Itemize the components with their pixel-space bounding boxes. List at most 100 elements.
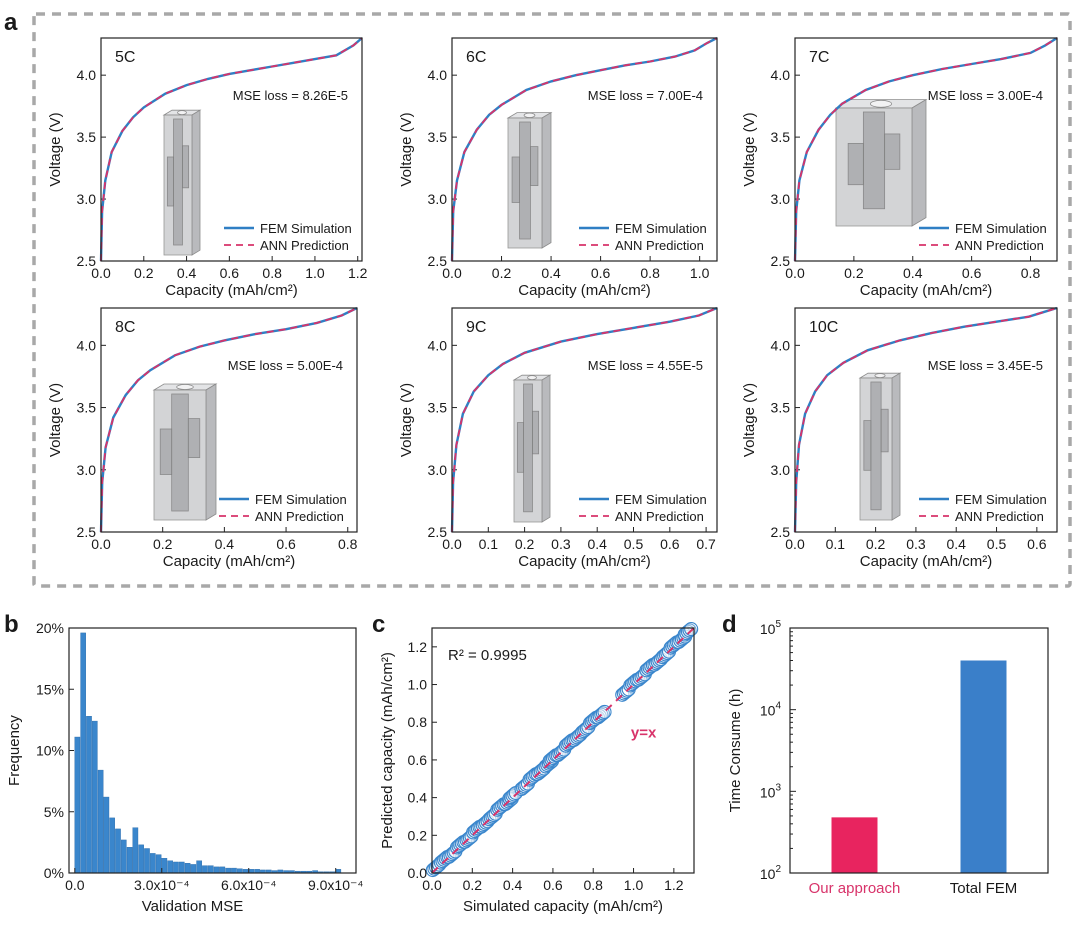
c-xtick-label: 0.2 xyxy=(463,877,483,893)
a-10C-legend-ann-label: ANN Prediction xyxy=(955,509,1044,524)
a-9C-model-branch-left xyxy=(516,422,524,473)
a-10C-x-axis-label: Capacity (mAh/cm²) xyxy=(860,553,993,570)
a-8C-legend-fem-label: FEM Simulation xyxy=(255,492,347,507)
a-8C-ytick-label: 2.5 xyxy=(77,524,97,540)
a-9C-model-pore-top xyxy=(527,375,537,381)
c-xtick-label: 0.6 xyxy=(543,877,563,893)
a-8C-model-side-face xyxy=(205,383,217,521)
a-10C-xtick-label: 0.4 xyxy=(946,536,966,552)
d-ytick-base: 10 xyxy=(760,621,776,637)
a-6C-electrode-model xyxy=(506,111,553,249)
a-6C-model-branch-right xyxy=(530,146,539,187)
histogram-bar xyxy=(103,796,110,874)
c-ytick-label: 1.2 xyxy=(408,639,428,655)
a-10C-ytick-label: 2.5 xyxy=(771,524,791,540)
histogram-bar xyxy=(86,716,92,874)
c-xtick-label: 1.2 xyxy=(664,877,684,893)
chart-a-6C: 0.0 0.2 0.4 0.6 0.8 1.0 2.5 3.0 3.5 4.0 Capacity (… xyxy=(398,36,718,299)
a-8C-y-axis-label: Voltage (V) xyxy=(47,383,64,457)
a-6C-ytick-label: 3.0 xyxy=(428,191,448,207)
d-ytick-label: 105 xyxy=(760,619,782,637)
a-6C-xtick-label: 0.4 xyxy=(541,265,561,281)
a-6C-xtick-label: 0.2 xyxy=(492,265,512,281)
a-6C-legend-ann-label: ANN Prediction xyxy=(615,238,704,253)
a-9C-legend-fem-label: FEM Simulation xyxy=(615,492,707,507)
histogram-bar xyxy=(167,860,173,874)
a-9C-x-axis-label: Capacity (mAh/cm²) xyxy=(518,553,651,570)
a-7C-model-branch-left xyxy=(847,142,864,186)
a-10C-electrode-model xyxy=(858,372,902,521)
b-xtick-label: 0.0 xyxy=(65,877,85,893)
a-7C-xtick-label: 0.2 xyxy=(844,265,864,281)
a-10C-model-pore-top xyxy=(874,373,886,379)
a-7C-ytick-label: 3.5 xyxy=(771,129,791,145)
a-9C-xtick-label: 0.3 xyxy=(551,536,571,552)
c-axes-frame xyxy=(431,627,695,874)
histogram-bar xyxy=(231,867,237,874)
a-10C-y-axis-label: Voltage (V) xyxy=(741,383,758,457)
a-6C-x-axis-label: Capacity (mAh/cm²) xyxy=(518,282,651,299)
a-5C-mse-annotation: MSE loss = 8.26E-5 xyxy=(233,88,348,103)
charts-layer: 0.0 0.2 0.4 0.6 0.8 1.0 1.2 2.5 3.0 3.5 4.0 Capacit… xyxy=(6,36,1058,915)
a-9C-model-pillar xyxy=(523,383,533,513)
a-6C-ytick-label: 2.5 xyxy=(428,253,448,269)
a-9C-model-side-face xyxy=(541,374,551,523)
d-category-our-approach: Our approach xyxy=(809,880,901,897)
a-7C-legend-ann-label: ANN Prediction xyxy=(955,238,1044,253)
a-8C-electrode-model xyxy=(152,383,218,521)
histogram-bar xyxy=(207,865,214,874)
a-10C-xtick-label: 0.6 xyxy=(1027,536,1047,552)
histogram-bar xyxy=(155,854,162,874)
a-8C-model-pore-top xyxy=(176,384,194,390)
c-ytick-label: 0.2 xyxy=(408,827,428,843)
a-5C-ytick-label: 4.0 xyxy=(77,67,97,83)
a-5C-xtick-label: 0.4 xyxy=(177,265,197,281)
a-6C-xtick-label: 0.6 xyxy=(591,265,611,281)
a-5C-xtick-label: 0.6 xyxy=(220,265,240,281)
c-reference-line xyxy=(431,627,695,874)
histogram-bar xyxy=(126,847,133,874)
a-6C-ytick-label: 3.5 xyxy=(428,129,448,145)
a-8C-xtick-label: 0.0 xyxy=(91,536,111,552)
a-6C-xtick-label: 0.8 xyxy=(640,265,660,281)
a-5C-axes-frame xyxy=(100,37,363,262)
a-9C-xtick-label: 0.7 xyxy=(696,536,716,552)
a-8C-model-pillar xyxy=(171,393,189,512)
a-9C-xtick-label: 0.6 xyxy=(660,536,680,552)
a-10C-xtick-label: 0.0 xyxy=(785,536,805,552)
a-8C-ytick-label: 3.5 xyxy=(77,400,97,416)
d-ytick-exponent: 5 xyxy=(775,619,781,630)
histogram-bar xyxy=(202,865,208,874)
c-xtick-label: 0.4 xyxy=(503,877,523,893)
c-ytick-label: 0.6 xyxy=(408,752,428,768)
histogram-bar xyxy=(109,817,115,874)
histogram-bar xyxy=(144,848,150,874)
a-5C-xtick-label: 1.2 xyxy=(348,265,368,281)
a-8C-ytick-label: 4.0 xyxy=(77,337,97,353)
a-7C-model-pore-top xyxy=(869,99,893,108)
b-ytick-label: 5% xyxy=(44,804,64,820)
a-7C-legend-fem-label: FEM Simulation xyxy=(955,221,1047,236)
d-ytick-label: 103 xyxy=(760,782,782,800)
a-6C-axes-frame xyxy=(451,37,718,262)
c-ytick-label: 1.0 xyxy=(408,677,428,693)
b-ytick-label: 20% xyxy=(36,620,64,636)
panel-label-b: b xyxy=(4,611,19,638)
a-10C-model-side-face xyxy=(891,372,901,521)
a-6C-legend-fem-label: FEM Simulation xyxy=(615,221,707,236)
a-7C-xtick-label: 0.8 xyxy=(1021,265,1041,281)
a-6C-rate-tag: 6C xyxy=(466,49,486,66)
panel-label-a: a xyxy=(4,9,18,36)
histogram-bar xyxy=(190,864,197,874)
a-6C-xtick-label: 1.0 xyxy=(690,265,710,281)
panel-label-d: d xyxy=(722,611,737,638)
histogram-bar xyxy=(120,839,127,874)
a-5C-ytick-label: 2.5 xyxy=(77,253,97,269)
a-10C-model-branch-right xyxy=(880,408,889,453)
a-5C-legend-ann-label: ANN Prediction xyxy=(260,238,349,253)
d-ytick-exponent: 3 xyxy=(775,782,781,793)
a-8C-ytick-label: 3.0 xyxy=(77,462,97,478)
d-ytick-label: 104 xyxy=(760,701,782,719)
a-6C-ann-prediction-line xyxy=(451,37,718,262)
a-10C-model-pillar xyxy=(870,381,882,511)
